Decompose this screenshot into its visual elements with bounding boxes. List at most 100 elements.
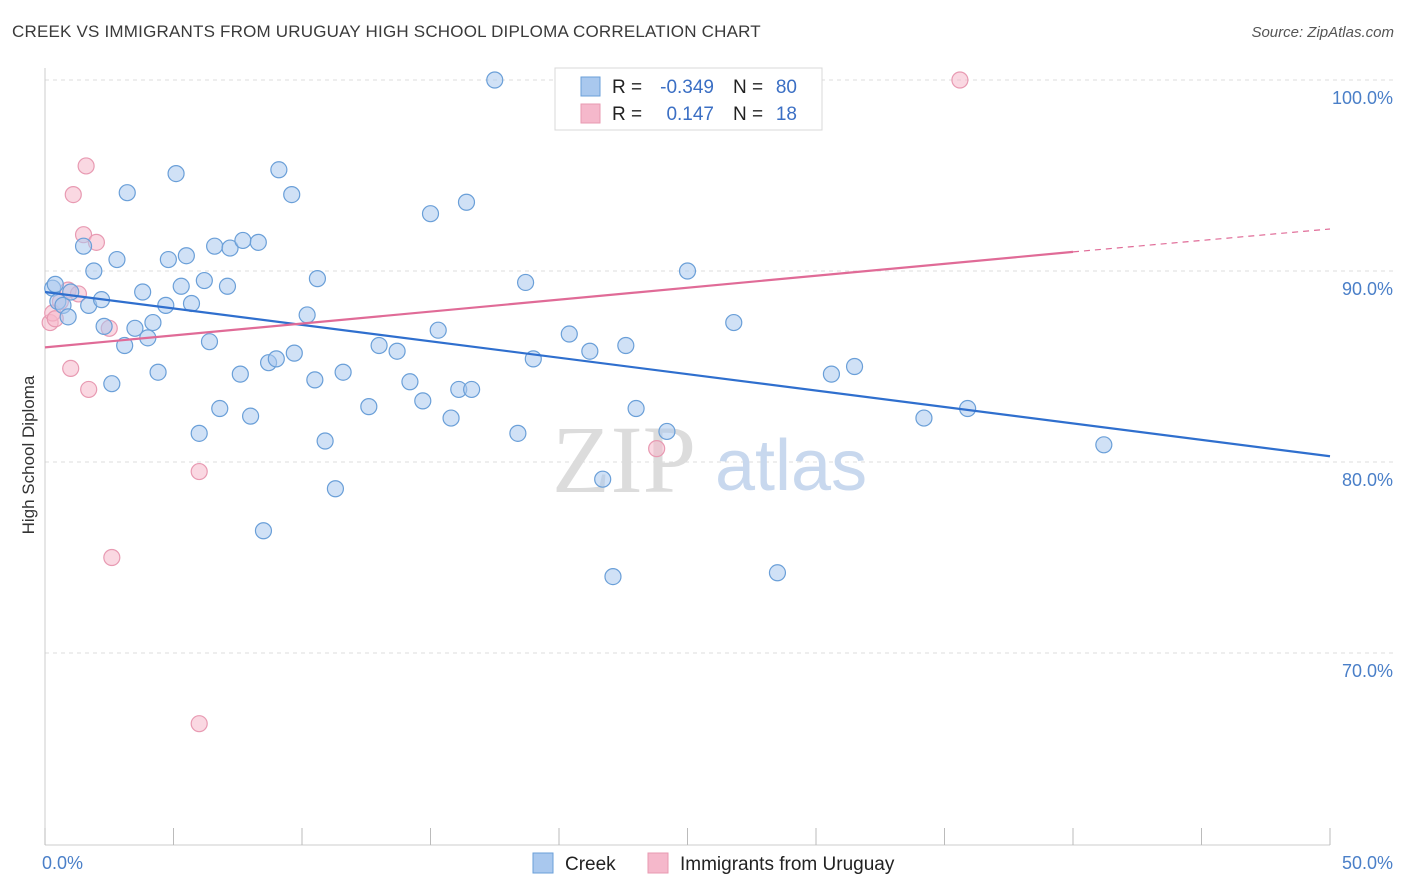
creek-point: [167, 164, 185, 183]
y-axis-label: High School Diploma: [19, 375, 38, 534]
creek-point: [915, 409, 933, 427]
creek-point: [234, 231, 252, 250]
y-tick-70: 70.0%: [1342, 661, 1393, 681]
uruguay-point: [62, 359, 80, 378]
creek-point: [509, 424, 527, 442]
creek-point: [172, 277, 190, 295]
creek-point: [231, 365, 249, 383]
uruguay-point: [190, 462, 208, 481]
creek-point: [678, 262, 697, 280]
uruguay-point: [64, 186, 82, 204]
creek-point: [486, 71, 504, 89]
creek-bottom-swatch: [532, 852, 554, 874]
creek-point: [46, 275, 64, 293]
uruguay-r-label: R =: [612, 104, 642, 125]
grid-lines: [45, 79, 1393, 654]
creek-point: [516, 273, 535, 292]
creek-point: [457, 193, 476, 211]
watermark: ZIP atlas: [552, 406, 867, 513]
creek-point: [254, 522, 273, 540]
creek-r-label: R =: [612, 77, 642, 98]
creek-point: [116, 336, 134, 355]
creek-point: [283, 186, 301, 204]
creek-point: [211, 399, 229, 418]
creek-point: [326, 480, 345, 498]
uruguay-bottom-swatch: [647, 852, 669, 874]
creek-trend-line: [44, 290, 1331, 458]
creek-point: [267, 350, 285, 368]
creek-point: [1095, 436, 1113, 454]
creek-bottom-label: Creek: [565, 854, 616, 875]
creek-point: [285, 344, 303, 362]
creek-point: [360, 398, 378, 416]
creek-point: [103, 375, 121, 393]
uruguay-point: [951, 71, 969, 89]
creek-point: [177, 247, 195, 265]
source-label: Source: ZipAtlas.com: [1251, 24, 1394, 41]
creek-point: [108, 250, 126, 269]
creek-point: [126, 319, 144, 337]
creek-point: [581, 342, 599, 360]
uruguay-r-value: 0.147: [666, 104, 714, 125]
watermark-zip: ZIP: [552, 406, 696, 513]
x-tick-right: 50.0%: [1342, 853, 1393, 873]
creek-point: [463, 380, 481, 399]
creek-point: [822, 365, 841, 383]
creek-point: [334, 363, 352, 381]
uruguay-bottom-label: Immigrants from Uruguay: [680, 854, 895, 875]
y-tick-100: 100.0%: [1332, 88, 1393, 108]
creek-point: [62, 283, 80, 301]
creek-point: [270, 161, 288, 179]
uruguay-point: [77, 157, 95, 175]
creek-point: [118, 184, 136, 202]
creek-point: [560, 325, 578, 343]
creek-point: [298, 306, 316, 324]
creek-point: [421, 205, 440, 223]
creek-n-value: 80: [776, 77, 797, 98]
creek-point: [200, 333, 219, 351]
creek-point: [157, 296, 175, 314]
creek-point: [190, 424, 208, 442]
creek-point: [249, 233, 267, 251]
creek-point: [134, 283, 152, 301]
uruguay-n-value: 18: [776, 104, 797, 125]
creek-point: [195, 271, 213, 290]
creek-point: [617, 336, 635, 355]
creek-point: [306, 371, 324, 389]
creek-legend-swatch: [580, 76, 601, 97]
axes: [44, 68, 1331, 846]
bottom-legend: Creek Immigrants from Uruguay: [532, 852, 895, 875]
uruguay-point: [190, 715, 208, 733]
creek-point: [59, 308, 77, 326]
creek-point: [768, 564, 787, 582]
creek-point: [159, 250, 177, 269]
uruguay-trend-line: [44, 250, 1074, 349]
creek-point: [429, 321, 447, 339]
uruguay-point: [80, 380, 98, 399]
creek-point: [388, 342, 406, 360]
creek-point: [658, 422, 676, 441]
uruguay-n-label: N =: [733, 104, 763, 125]
creek-point: [594, 470, 612, 488]
creek-point: [149, 363, 167, 381]
creek-point: [144, 313, 162, 332]
creek-point: [604, 567, 622, 586]
y-tick-80: 80.0%: [1342, 470, 1393, 490]
creek-point: [845, 357, 864, 376]
uruguay-point: [103, 548, 121, 567]
creek-point: [95, 317, 113, 335]
y-tick-90: 90.0%: [1342, 279, 1393, 299]
x-tick-left: 0.0%: [42, 853, 83, 873]
creek-point: [218, 277, 237, 295]
creek-point: [206, 237, 224, 255]
creek-point: [370, 336, 388, 355]
creek-point: [442, 409, 460, 427]
creek-point: [308, 270, 327, 288]
creek-point: [74, 237, 93, 255]
chart-title: CREEK VS IMMIGRANTS FROM URUGUAY HIGH SC…: [12, 22, 761, 41]
creek-point: [725, 313, 743, 332]
creek-point: [414, 392, 432, 410]
creek-point: [242, 407, 260, 425]
creek-n-label: N =: [733, 77, 763, 98]
creek-point: [316, 432, 334, 450]
